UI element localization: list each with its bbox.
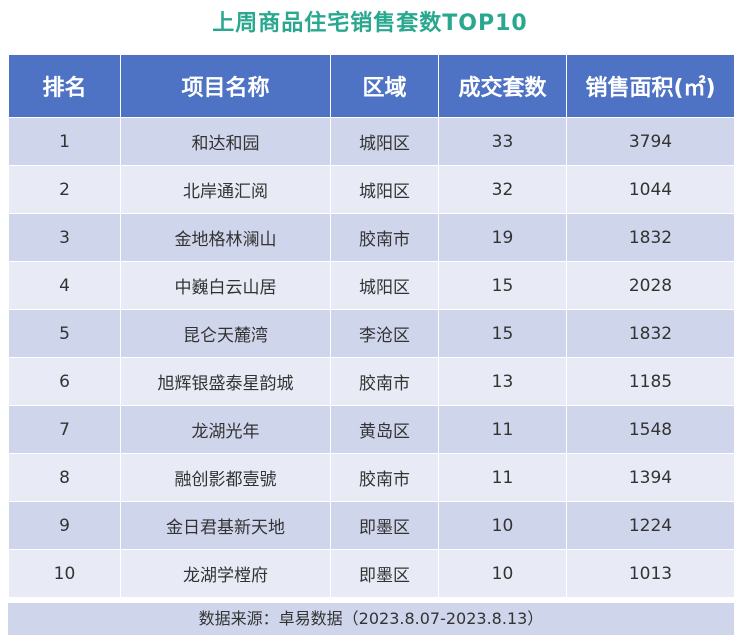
header-units-sold: 成交套数 [438, 54, 567, 118]
header-project-name: 项目名称 [120, 54, 331, 118]
cell-units-sold: 32 [438, 165, 567, 214]
cell-district: 李沧区 [330, 309, 439, 358]
cell-district: 即墨区 [330, 501, 439, 550]
cell-sales-area: 1185 [566, 357, 735, 406]
data-source-note: 数据来源：卓易数据（2023.8.07-2023.8.13） [8, 603, 734, 635]
cell-units-sold: 19 [438, 213, 567, 262]
page-title: 上周商品住宅销售套数TOP10 [212, 11, 528, 36]
table-row: 4 中巍白云山居 城阳区 15 2028 [8, 261, 735, 310]
cell-sales-area: 1044 [566, 165, 735, 214]
table-header-row: 排名 项目名称 区域 成交套数 销售面积(㎡) [8, 54, 735, 118]
cell-project-name: 中巍白云山居 [120, 261, 331, 310]
cell-rank: 1 [8, 117, 121, 166]
cell-district: 胶南市 [330, 213, 439, 262]
cell-units-sold: 15 [438, 261, 567, 310]
cell-rank: 6 [8, 357, 121, 406]
table-row: 8 融创影都壹號 胶南市 11 1394 [8, 453, 735, 502]
cell-units-sold: 33 [438, 117, 567, 166]
table-row: 9 金日君基新天地 即墨区 10 1224 [8, 501, 735, 550]
cell-project-name: 融创影都壹號 [120, 453, 331, 502]
cell-sales-area: 2028 [566, 261, 735, 310]
cell-district: 胶南市 [330, 453, 439, 502]
cell-district: 即墨区 [330, 549, 439, 598]
cell-project-name: 北岸通汇阅 [120, 165, 331, 214]
cell-district: 胶南市 [330, 357, 439, 406]
cell-district: 黄岛区 [330, 405, 439, 454]
cell-units-sold: 10 [438, 549, 567, 598]
header-district: 区域 [330, 54, 439, 118]
table-row: 10 龙湖学樘府 即墨区 10 1013 [8, 549, 735, 598]
cell-rank: 2 [8, 165, 121, 214]
table-row: 3 金地格林澜山 胶南市 19 1832 [8, 213, 735, 262]
cell-sales-area: 1832 [566, 309, 735, 358]
cell-sales-area: 1832 [566, 213, 735, 262]
header-sales-area: 销售面积(㎡) [566, 54, 735, 118]
cell-rank: 3 [8, 213, 121, 262]
cell-sales-area: 1548 [566, 405, 735, 454]
cell-project-name: 金地格林澜山 [120, 213, 331, 262]
cell-project-name: 昆仑天麓湾 [120, 309, 331, 358]
cell-district: 城阳区 [330, 261, 439, 310]
cell-sales-area: 1013 [566, 549, 735, 598]
cell-units-sold: 10 [438, 501, 567, 550]
cell-project-name: 龙湖学樘府 [120, 549, 331, 598]
cell-project-name: 金日君基新天地 [120, 501, 331, 550]
table-row: 2 北岸通汇阅 城阳区 32 1044 [8, 165, 735, 214]
cell-district: 城阳区 [330, 117, 439, 166]
cell-units-sold: 11 [438, 405, 567, 454]
cell-project-name: 旭辉银盛泰星韵城 [120, 357, 331, 406]
cell-rank: 4 [8, 261, 121, 310]
cell-units-sold: 15 [438, 309, 567, 358]
cell-sales-area: 1224 [566, 501, 735, 550]
table-row: 7 龙湖光年 黄岛区 11 1548 [8, 405, 735, 454]
cell-district: 城阳区 [330, 165, 439, 214]
cell-rank: 5 [8, 309, 121, 358]
cell-rank: 10 [8, 549, 121, 598]
cell-units-sold: 11 [438, 453, 567, 502]
sales-ranking-table: 排名 项目名称 区域 成交套数 销售面积(㎡) 1 和达和园 城阳区 33 37… [8, 54, 735, 598]
table-row: 5 昆仑天麓湾 李沧区 15 1832 [8, 309, 735, 358]
cell-project-name: 龙湖光年 [120, 405, 331, 454]
cell-sales-area: 1394 [566, 453, 735, 502]
table-row: 6 旭辉银盛泰星韵城 胶南市 13 1185 [8, 357, 735, 406]
table-row: 1 和达和园 城阳区 33 3794 [8, 117, 735, 166]
cell-project-name: 和达和园 [120, 117, 331, 166]
cell-rank: 9 [8, 501, 121, 550]
header-rank: 排名 [8, 54, 121, 118]
cell-sales-area: 3794 [566, 117, 735, 166]
cell-rank: 7 [8, 405, 121, 454]
cell-units-sold: 13 [438, 357, 567, 406]
cell-rank: 8 [8, 453, 121, 502]
